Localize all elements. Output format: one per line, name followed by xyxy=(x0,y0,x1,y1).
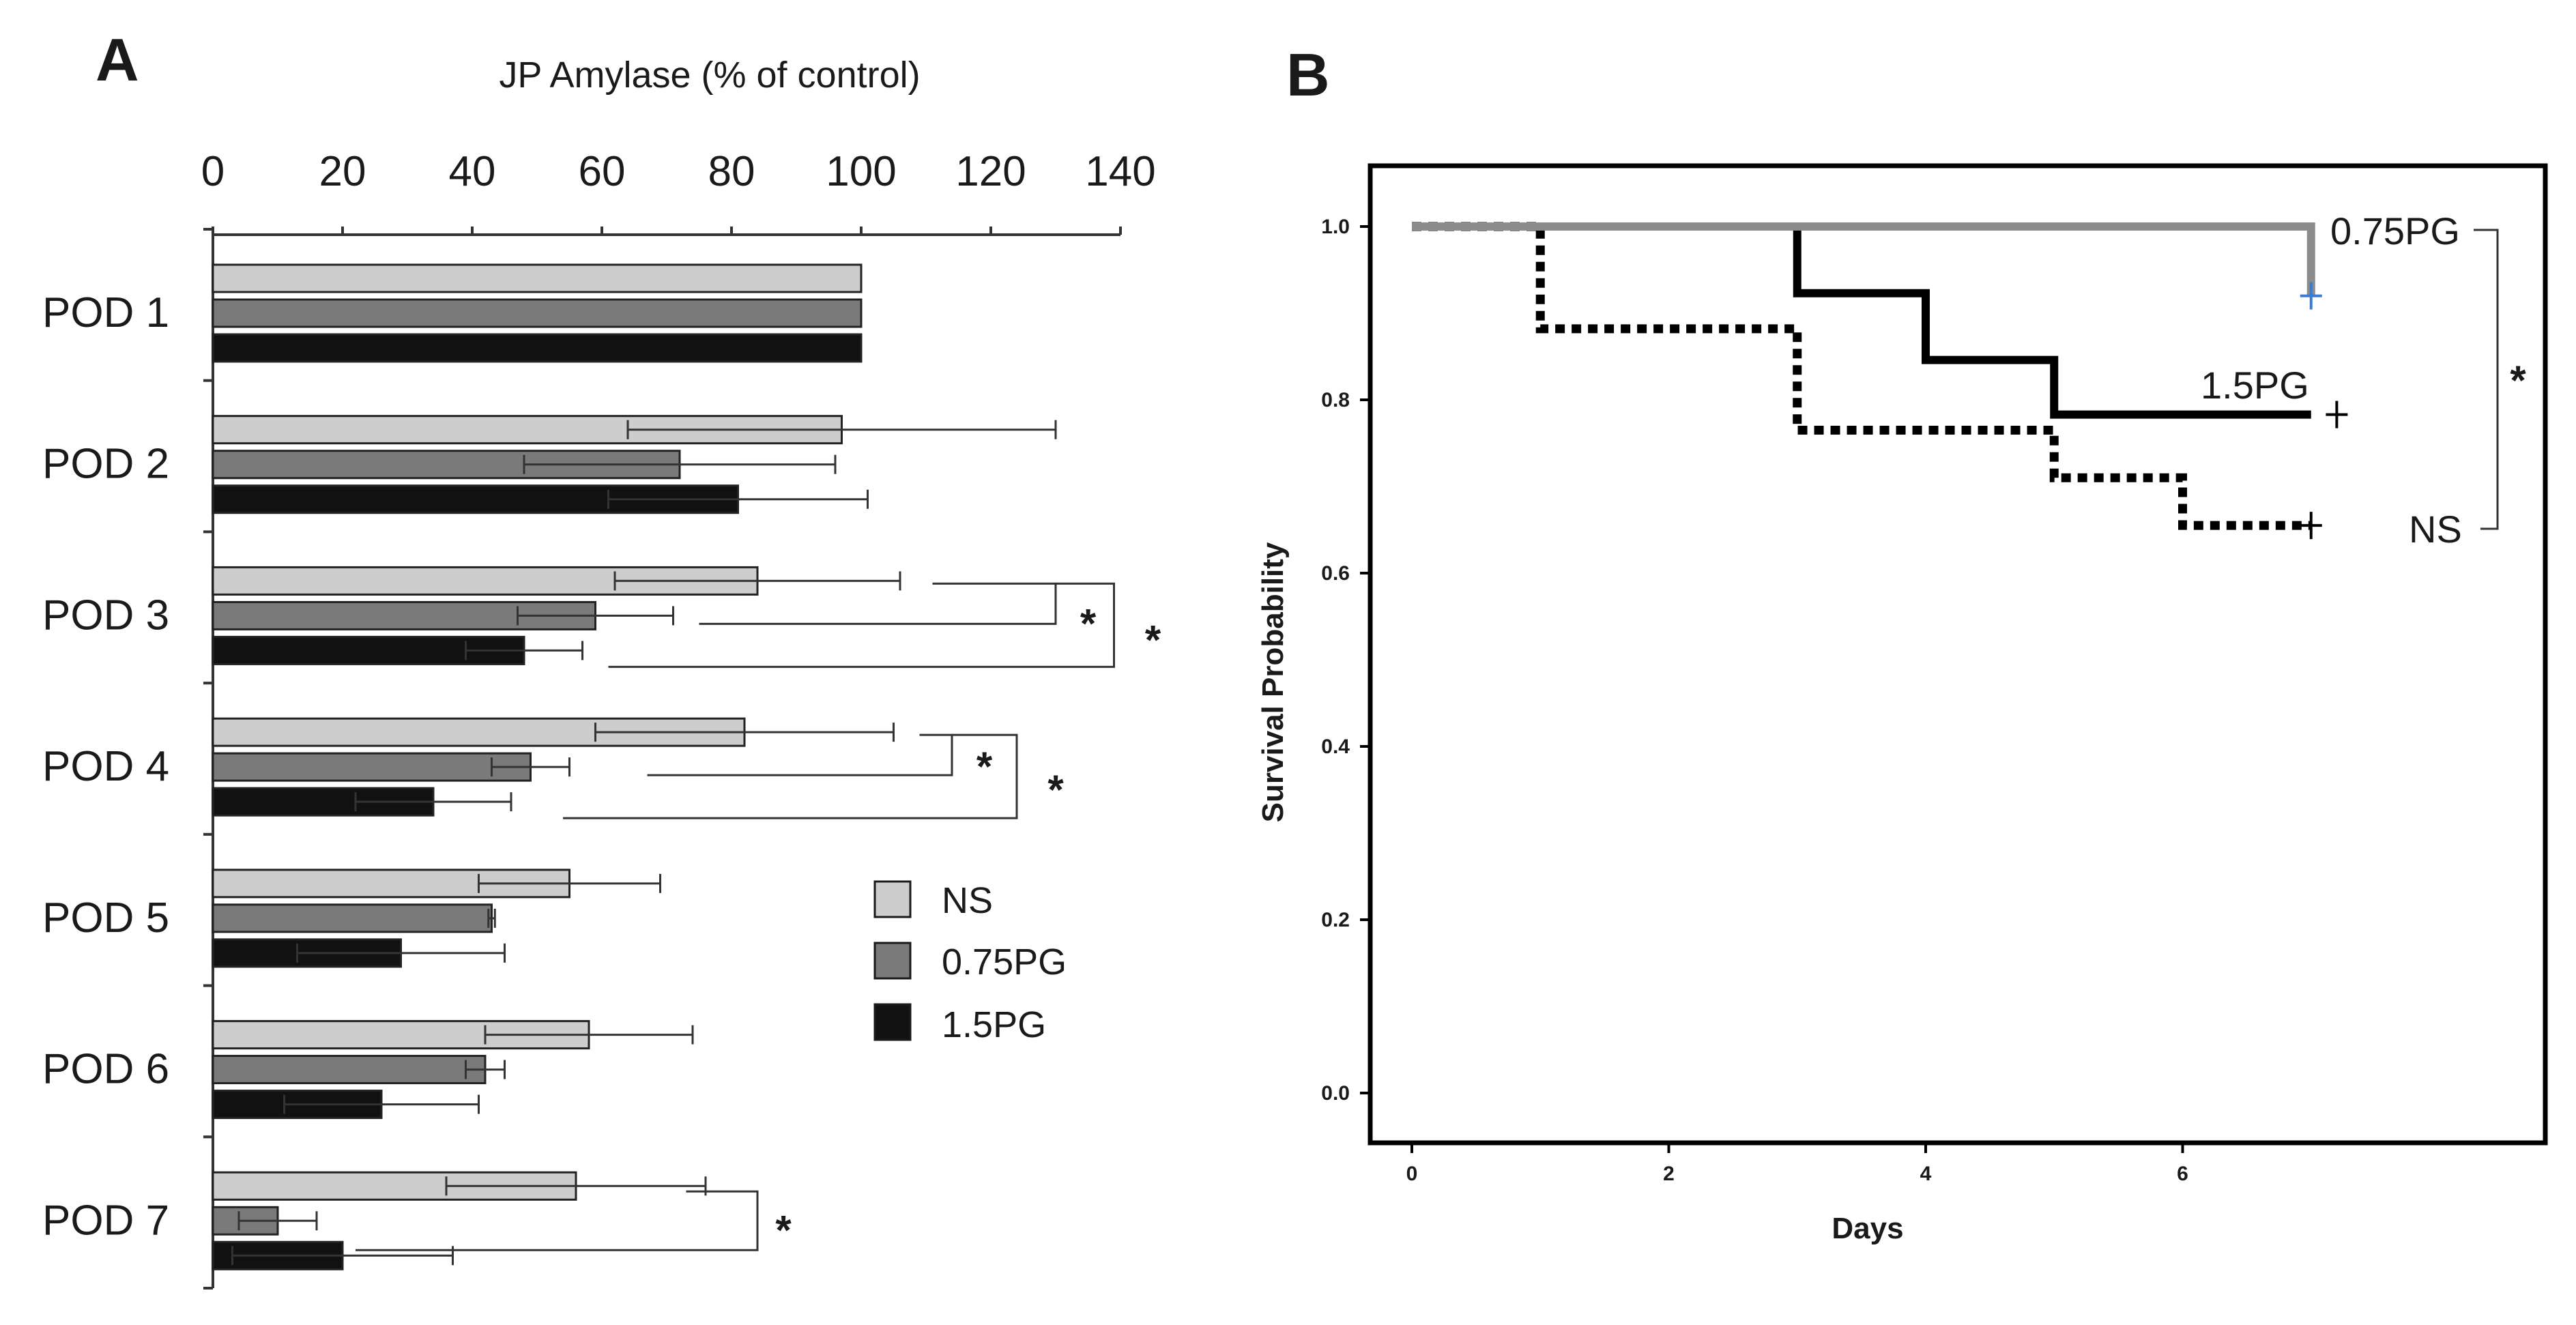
star-pod7-15pg: * xyxy=(775,1207,792,1253)
panel-b-x-axis-label: Days xyxy=(1832,1212,1903,1245)
bracket-pod3-15pg xyxy=(608,582,1115,668)
survival-curve-075pg xyxy=(1412,222,2315,296)
curve-label-075pg: 0.75PG xyxy=(2330,209,2460,252)
panel-a-categories: POD 1 POD 2 POD 3 POD 4 POD 5 POD 6 POD 7 xyxy=(42,289,169,1244)
legend-label-ns: NS xyxy=(942,880,993,921)
panel-b-plot-frame xyxy=(1367,163,2548,1146)
panel-a-x-ticks: 0 20 40 60 80 100 120 140 xyxy=(201,148,1156,1290)
b-y-tick-label: 0.4 xyxy=(1321,736,1350,758)
panel-b-significance: * xyxy=(2474,229,2526,530)
panel-b-y-axis-label: Survival Probability xyxy=(1256,542,1290,822)
legend-label-075pg: 0.75PG xyxy=(942,942,1067,982)
b-x-tick-label: 6 xyxy=(2177,1163,2188,1185)
a-x-tick-label: 40 xyxy=(449,148,496,195)
a-x-tick-label: 140 xyxy=(1085,148,1155,195)
legend-swatch-15pg xyxy=(873,1003,912,1041)
bracket-pod3-075pg xyxy=(699,582,1057,625)
b-y-tick-label: 1.0 xyxy=(1321,216,1350,238)
legend-swatch-ns xyxy=(873,880,912,918)
panel-a-x-axis-label: JP Amylase (% of control) xyxy=(499,55,920,96)
a-x-tick-label: 60 xyxy=(579,148,626,195)
star-pod4-15pg: * xyxy=(1047,767,1064,813)
star-pod3-15pg: * xyxy=(1145,617,1161,662)
panel-b-letter: B xyxy=(1286,41,1330,108)
bar-ns-pod4 xyxy=(212,717,746,747)
bar-075pg-pod5 xyxy=(212,903,493,933)
significance-bracket-b xyxy=(2474,229,2499,530)
panel-a: A JP Amylase (% of control) 0 20 40 60 80 100… xyxy=(42,26,1161,1290)
star-pod3-075pg: * xyxy=(1080,600,1097,646)
a-x-tick-label: 0 xyxy=(201,148,225,195)
category-label-pod3: POD 3 xyxy=(42,592,169,639)
bar-ns-pod1 xyxy=(212,263,863,293)
bar-15pg-pod1 xyxy=(212,333,863,363)
curve-label-ns: NS xyxy=(2409,508,2462,551)
category-label-pod2: POD 2 xyxy=(42,441,169,488)
legend-swatch-075pg xyxy=(873,942,912,980)
bracket-pod7-15pg xyxy=(356,1190,759,1251)
legend-item-075pg: 0.75PG xyxy=(873,942,1067,982)
panel-b: B 0 2 4 6 0.0 0.2 0.4 0.6 0.8 1.0 Days Survival P… xyxy=(1256,41,2548,1245)
survival-curve-15pg xyxy=(1412,222,2311,419)
a-x-tick-label: 120 xyxy=(955,148,1026,195)
a-x-tick-label: 80 xyxy=(708,148,755,195)
star-pod4-075pg: * xyxy=(976,744,993,789)
b-y-tick-label: 0.8 xyxy=(1321,389,1350,411)
category-label-pod6: POD 6 xyxy=(42,1046,169,1093)
legend-item-ns: NS xyxy=(873,880,993,921)
panel-b-ticks: 0 2 4 6 0.0 0.2 0.4 0.6 0.8 1.0 xyxy=(1321,216,2188,1185)
legend: NS 0.75PG 1.5PG xyxy=(873,880,1067,1045)
bar-075pg-pod6 xyxy=(212,1055,487,1085)
panel-a-significance: * * * * * xyxy=(356,582,1161,1253)
category-label-pod1: POD 1 xyxy=(42,289,169,336)
legend-item-15pg: 1.5PG xyxy=(873,1003,1046,1045)
panel-a-bars xyxy=(212,263,1057,1270)
curve-label-15pg: 1.5PG xyxy=(2201,364,2309,407)
b-y-tick-label: 0.0 xyxy=(1321,1082,1350,1105)
bar-075pg-pod1 xyxy=(212,298,863,328)
bar-075pg-pod4 xyxy=(212,752,532,782)
b-x-tick-label: 4 xyxy=(1920,1163,1932,1185)
a-x-tick-label: 100 xyxy=(826,148,896,195)
b-x-tick-label: 2 xyxy=(1663,1163,1675,1185)
significance-star-b: * xyxy=(2510,358,2526,403)
b-x-tick-label: 0 xyxy=(1406,1163,1418,1185)
bracket-pod4-075pg xyxy=(647,733,953,776)
category-label-pod7: POD 7 xyxy=(42,1197,169,1244)
legend-label-15pg: 1.5PG xyxy=(942,1004,1046,1045)
panel-a-letter: A xyxy=(96,26,139,93)
category-label-pod4: POD 4 xyxy=(42,743,169,790)
a-x-tick-label: 20 xyxy=(319,148,366,195)
survival-curve-ns xyxy=(1412,222,2311,530)
b-y-tick-label: 0.2 xyxy=(1321,909,1350,931)
b-y-tick-label: 0.6 xyxy=(1321,562,1350,585)
category-label-pod5: POD 5 xyxy=(42,894,169,942)
bracket-pod4-15pg xyxy=(563,733,1018,819)
panel-b-survival-curves xyxy=(1412,222,2348,540)
